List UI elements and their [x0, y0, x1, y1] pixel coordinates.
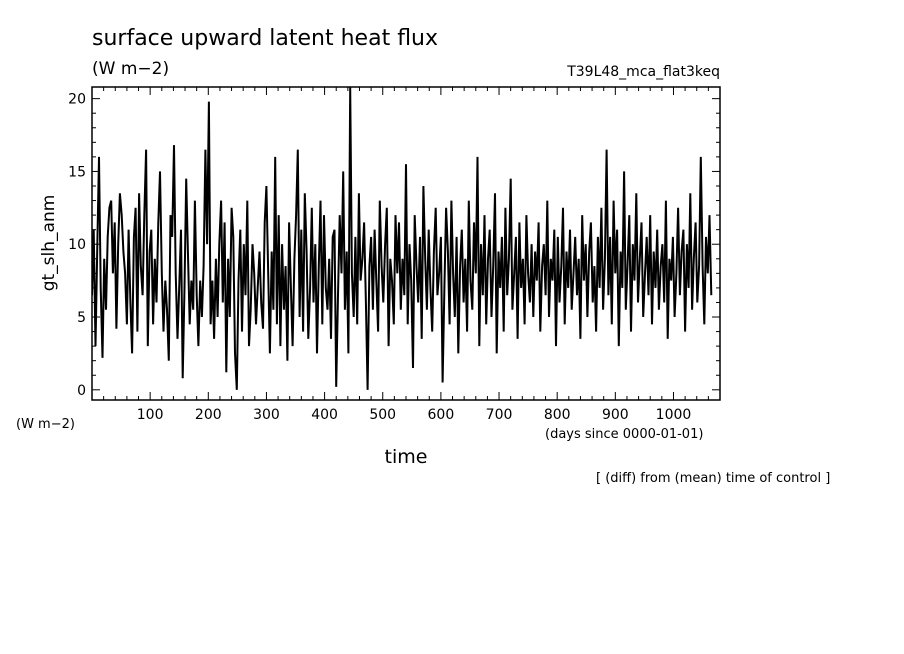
x-tick-label: 600 — [428, 407, 455, 423]
footer-note: [ (diff) from (mean) time of control ] — [596, 471, 830, 486]
y-tick-label: 0 — [77, 383, 86, 399]
series-line-0 — [92, 87, 713, 390]
y-tick-label: 10 — [68, 237, 86, 253]
plot-frame — [91, 86, 721, 401]
x-tick-label: 700 — [486, 407, 513, 423]
run-label: T39L48_mca_flat3keq — [566, 64, 720, 80]
x-tick-label: 200 — [195, 407, 222, 423]
x-axis-label: time — [385, 446, 428, 468]
y-tick-label: 5 — [77, 310, 86, 326]
x-tick-label: 1000 — [656, 407, 692, 423]
plot-area: 100 200 300 400 500 600 700 800 900 1000 0 5 10 15 20 — [68, 87, 720, 423]
y-axis-units: (W m−2) — [16, 417, 75, 432]
y-axis-label: gt_slh_anm — [39, 195, 59, 292]
title-units: (W m−2) — [92, 59, 169, 79]
x-tick-label: 500 — [369, 407, 396, 423]
x-tick-label: 300 — [253, 407, 280, 423]
x-tick-label: 900 — [602, 407, 629, 423]
y-tick-label: 15 — [68, 164, 86, 180]
x-axis-units: (days since 0000-01-01) — [545, 427, 703, 442]
x-tick-label: 400 — [311, 407, 338, 423]
y-tick-label: 20 — [68, 92, 86, 108]
chart-title: surface upward latent heat flux — [92, 26, 438, 51]
x-tick-label: 800 — [544, 407, 571, 423]
x-tick-label: 100 — [137, 407, 164, 423]
